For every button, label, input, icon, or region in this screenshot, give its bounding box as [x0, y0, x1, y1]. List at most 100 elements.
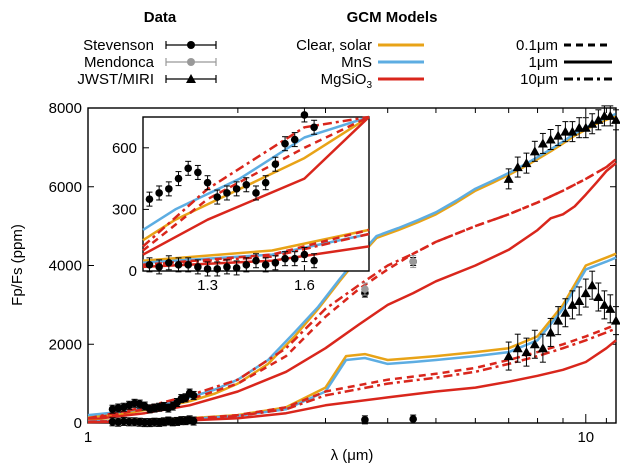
legend-models-title: GCM Models — [347, 9, 438, 26]
y-axis-label: Fp/Fs (ppm) — [9, 224, 26, 306]
jwst-miri-point — [521, 158, 532, 168]
mendonca-point — [409, 257, 417, 266]
y-tick-label: 6000 — [49, 179, 82, 196]
jwst-miri-night-point — [529, 339, 540, 349]
main-points — [108, 105, 620, 428]
jwst-miri-point — [587, 118, 598, 128]
inset-stevenson-point — [252, 189, 260, 197]
x-tick-label: 1 — [84, 429, 92, 446]
inset-stevenson-night-point — [261, 261, 270, 269]
stevenson-night-point — [125, 418, 134, 426]
jwst-miri-night-point — [503, 351, 514, 361]
inset-stevenson-point — [281, 139, 289, 148]
inset: 0 300 600 1.3 1.6 — [112, 107, 370, 294]
inset-stevenson-night-point — [174, 261, 183, 269]
jwst-miri-night-point — [553, 315, 564, 325]
jwst-miri-night-point — [545, 327, 556, 337]
inset-series-line — [142, 115, 370, 231]
legend-style-label-10: 10μm — [520, 71, 558, 88]
legend-style-label-1: 1μm — [529, 54, 558, 71]
inset-stevenson-night-point — [310, 256, 318, 265]
inset-stevenson-point — [155, 189, 163, 197]
legend-model-label-mgsio3-main: MgSiO — [321, 71, 367, 88]
legend-stevenson-marker — [165, 41, 217, 49]
inset-stevenson-night-point — [165, 258, 173, 267]
inset-series-line — [142, 115, 370, 248]
inset-stevenson-point — [232, 185, 241, 193]
jwst-miri-point — [605, 110, 616, 120]
inset-stevenson-night-point — [184, 261, 192, 269]
jwst-miri-point — [580, 122, 591, 132]
inset-stevenson-night-point — [203, 265, 212, 273]
inset-y-tick-label: 300 — [112, 201, 137, 218]
jwst-miri-night-point — [599, 299, 610, 309]
inset-stevenson-point — [203, 178, 212, 187]
series-line — [87, 114, 617, 419]
legend-data-label-jwst: JWST/MIRI — [77, 71, 154, 88]
legend-model-label-mgsio3: MgSiO3 — [321, 71, 373, 91]
stevenson-night-point — [361, 416, 369, 424]
inset-points — [145, 107, 318, 277]
stevenson-night-point — [409, 415, 417, 423]
inset-stevenson-point — [290, 135, 299, 144]
y-tick-label: 8000 — [49, 100, 82, 117]
inset-y-tick-label: 0 — [129, 263, 137, 280]
jwst-miri-point — [503, 173, 514, 183]
jwst-miri-night-point — [512, 343, 523, 353]
x-tick-label: 10 — [577, 429, 594, 446]
series-line — [87, 323, 617, 424]
x-axis-label: λ (μm) — [331, 447, 374, 464]
jwst-miri-night-point — [521, 347, 532, 357]
jwst-miri-night-point — [567, 299, 578, 309]
jwst-miri-point — [567, 126, 578, 136]
inset-stevenson-point — [223, 189, 231, 197]
inset-stevenson-point — [184, 164, 192, 173]
legend-mendonca-marker — [165, 58, 217, 66]
inset-series-line — [142, 115, 370, 252]
legend-model-label-mns: MnS — [341, 54, 372, 71]
y-tick-label: 0 — [74, 415, 82, 432]
inset-stevenson-point — [271, 160, 280, 169]
stevenson-point — [108, 405, 117, 414]
inset-stevenson-night-point — [232, 264, 241, 272]
jwst-miri-night-point — [587, 280, 598, 290]
series-line — [87, 162, 617, 422]
inset-stevenson-night-point — [145, 261, 154, 269]
inset-series-line — [142, 228, 370, 262]
inset-ticks: 0 300 600 1.3 1.6 — [112, 140, 315, 294]
legend-style-label-01: 0.1μm — [516, 37, 558, 54]
inset-stevenson-point — [194, 168, 202, 177]
jwst-miri-point — [529, 146, 540, 156]
inset-stevenson-point — [242, 180, 251, 189]
jwst-miri-point — [574, 122, 585, 132]
stevenson-point — [189, 391, 198, 400]
jwst-miri-point — [611, 114, 620, 124]
series-line — [87, 252, 617, 423]
inset-stevenson-point — [261, 178, 270, 187]
inset-stevenson-point — [300, 111, 309, 119]
y-tick-label: 4000 — [49, 258, 82, 275]
jwst-miri-night-point — [593, 292, 604, 301]
inset-stevenson-point — [213, 193, 222, 201]
legend-data-label-mendonca: Mendonca — [84, 54, 155, 71]
inset-y-tick-label: 600 — [112, 140, 137, 157]
inset-stevenson-point — [310, 123, 318, 132]
jwst-miri-night-point — [580, 288, 591, 298]
inset-stevenson-night-point — [252, 256, 260, 265]
stevenson-night-point — [189, 417, 198, 425]
jwst-miri-point — [545, 134, 556, 144]
jwst-miri-night-point — [611, 315, 620, 325]
inset-stevenson-night-point — [155, 263, 163, 271]
legend-model-label-clear: Clear, solar — [296, 37, 372, 54]
inset-x-tick-label: 1.3 — [197, 277, 218, 294]
jwst-miri-point — [553, 130, 564, 140]
jwst-miri-point — [560, 126, 571, 136]
stevenson-night-point — [108, 418, 117, 426]
mendonca-point — [361, 285, 369, 293]
inset-stevenson-point — [174, 174, 183, 183]
series-line — [87, 256, 617, 423]
inset-x-tick-label: 1.6 — [294, 277, 315, 294]
